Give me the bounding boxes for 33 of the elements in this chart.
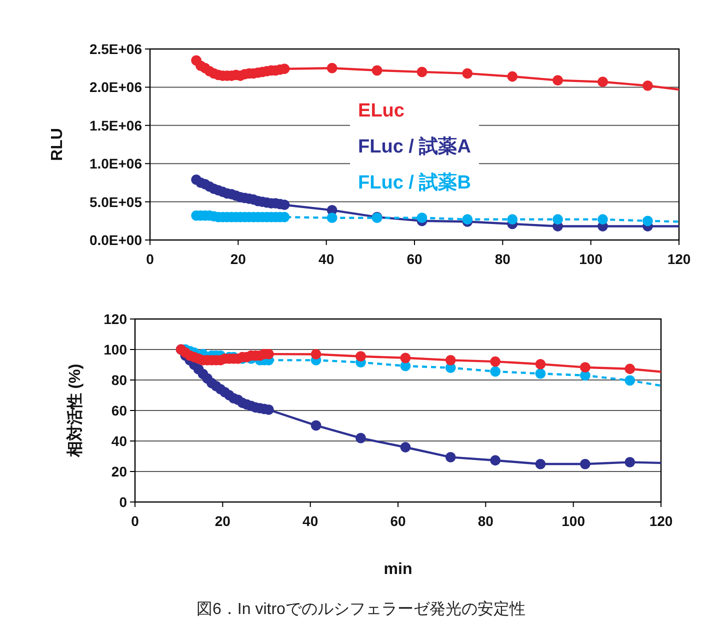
- y-tick-label: 40: [111, 433, 128, 449]
- y-tick-label: 60: [111, 402, 128, 418]
- y-axis-title: RLU: [49, 128, 66, 161]
- x-tick-label: 120: [667, 251, 691, 267]
- y-tick-label: 120: [104, 311, 128, 327]
- x-axis-title: min: [384, 561, 412, 578]
- y-tick-label: 2.0E+06: [89, 79, 142, 96]
- y-tick-label: 0: [119, 494, 128, 510]
- x-tick-label: 40: [302, 513, 318, 529]
- x-tick-label: 60: [406, 251, 422, 267]
- y-tick-label: 5.0E+05: [89, 194, 142, 210]
- x-tick-label: 100: [562, 513, 586, 529]
- y-tick-label: 80: [111, 372, 128, 388]
- x-tick-label: 120: [649, 513, 673, 529]
- x-tick-label: 80: [478, 513, 494, 529]
- y-tick-label: 2.5E+06: [89, 41, 142, 57]
- series-label: ELuc: [358, 100, 405, 122]
- y-tick-label: 1.5E+06: [89, 117, 142, 134]
- x-tick-label: 40: [318, 251, 334, 267]
- x-tick-label: 80: [494, 251, 511, 267]
- series-label: FLuc / 試薬B: [358, 171, 471, 194]
- x-tick-label: 100: [579, 251, 603, 267]
- y-axis-title: 相対活性 (%): [65, 364, 84, 458]
- x-tick-label: 60: [390, 513, 406, 529]
- text: FLuc / 試薬A: [358, 135, 472, 158]
- y-tick-label: 100: [104, 342, 128, 358]
- x-tick-label: 20: [214, 513, 231, 529]
- x-tick-label: 0: [146, 251, 154, 267]
- caption: 図6．In vitroでのルシフェラーゼ発光の安定性: [196, 600, 526, 618]
- y-tick-label: 0.0E+00: [89, 232, 142, 248]
- y-tick-label: 20: [111, 464, 128, 480]
- y-tick-label: 1.0E+06: [89, 156, 142, 172]
- x-tick-label: 20: [230, 251, 246, 267]
